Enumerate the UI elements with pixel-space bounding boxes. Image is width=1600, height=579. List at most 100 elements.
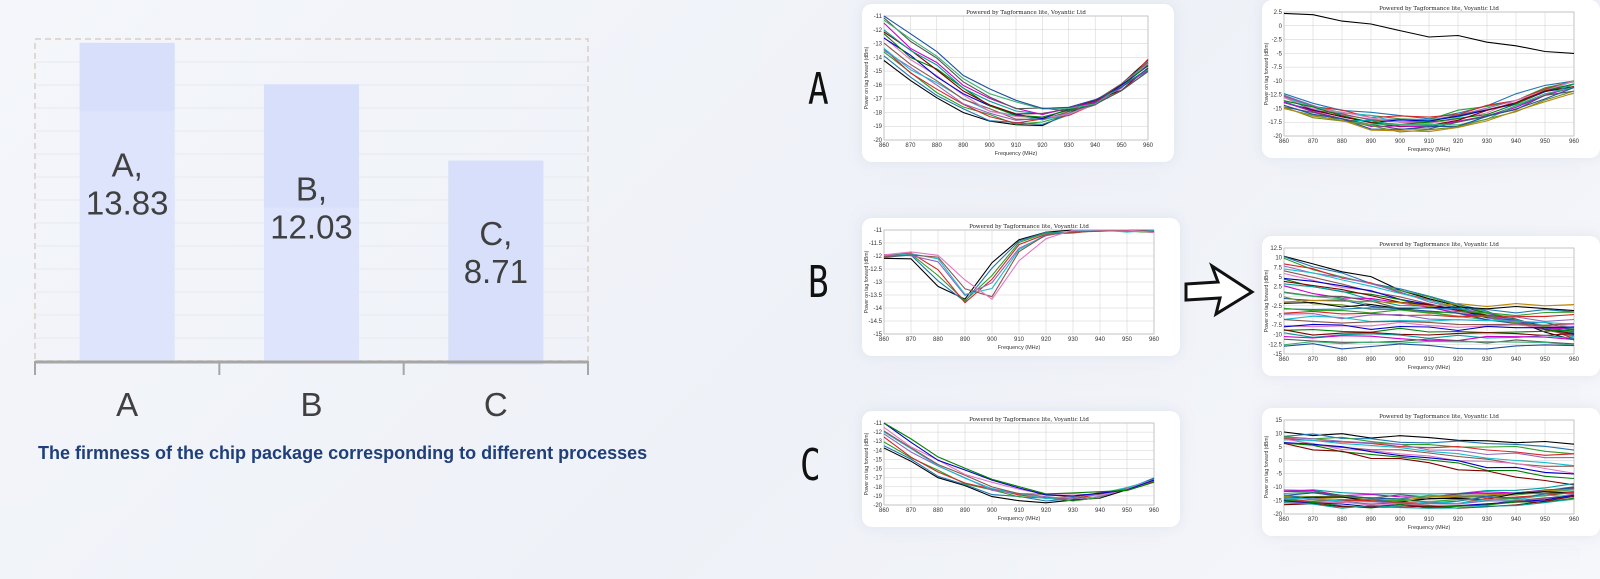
x-tick-label: 860 — [879, 143, 890, 149]
y-tick-label: -15 — [1273, 352, 1282, 358]
x-tick-label: 920 — [1041, 337, 1052, 343]
series-line — [1283, 436, 1575, 459]
y-tick-label: 0 — [1279, 294, 1283, 300]
y-tick-label: -2.5 — [1272, 38, 1283, 44]
x-tick-label: 940 — [1511, 517, 1522, 523]
plot-b-before: Powered by Tagformance lite, Voyantic Lt… — [862, 218, 1180, 356]
series-line — [1283, 338, 1575, 345]
x-tick-label: 870 — [1308, 517, 1319, 523]
series-line — [1283, 343, 1575, 350]
y-tick-label: -11.5 — [869, 241, 883, 247]
x-tick-label: 890 — [1366, 139, 1377, 145]
x-tick-label: 900 — [1395, 357, 1406, 363]
y-tick-label: -15 — [1273, 106, 1282, 112]
chart-caption: The firmness of the chip package corresp… — [38, 443, 648, 463]
x-tick-label: 880 — [932, 143, 943, 149]
y-tick-label: -17 — [873, 97, 882, 103]
y-axis-label: Power on tag forward (dBm) — [1264, 42, 1270, 105]
x-tick-label: 900 — [985, 143, 996, 149]
x-tick-label: 950 — [1540, 517, 1551, 523]
y-tick-label: -17 — [873, 476, 882, 482]
series-line — [1283, 436, 1575, 455]
y-tick-label: -10 — [1273, 79, 1282, 85]
plot-c-before: Powered by Tagformance lite, Voyantic Lt… — [862, 411, 1180, 527]
x-tick-label: 910 — [1424, 357, 1435, 363]
x-tick-label: 940 — [1511, 357, 1522, 363]
plot-header: Powered by Tagformance lite, Voyantic Lt… — [969, 417, 1089, 423]
y-tick-label: -12.5 — [1268, 342, 1282, 348]
x-tick-label: 880 — [933, 508, 944, 514]
y-tick-label: -13 — [873, 280, 882, 286]
x-tick-label: 880 — [1337, 517, 1348, 523]
row-label-b: B — [808, 257, 829, 308]
x-tick-label: 860 — [879, 508, 890, 514]
y-tick-label: -14 — [873, 448, 882, 454]
y-tick-label: -5 — [1277, 472, 1283, 478]
series-line — [1283, 80, 1575, 120]
x-tick-label: 890 — [960, 337, 971, 343]
x-tick-label: A — [116, 386, 138, 423]
x-tick-label: 870 — [1308, 139, 1319, 145]
x-tick-label: 930 — [1064, 143, 1075, 149]
series-line — [1283, 442, 1575, 480]
y-tick-label: -20 — [1273, 134, 1282, 140]
x-tick-label: 890 — [960, 508, 971, 514]
y-tick-label: 0 — [1279, 24, 1283, 30]
x-tick-label: 890 — [958, 143, 969, 149]
x-tick-label: 910 — [1014, 508, 1025, 514]
thumbnail-svg: Powered by Tagformance lite, Voyantic Lt… — [864, 417, 1160, 522]
series-line — [1283, 307, 1575, 314]
series-line — [883, 422, 1155, 495]
series-line — [1283, 431, 1575, 445]
series-line — [1283, 92, 1575, 133]
y-tick-label: -18 — [873, 485, 882, 491]
y-tick-label: -11 — [874, 14, 883, 20]
y-tick-label: -17.5 — [1268, 120, 1282, 126]
series-line — [1283, 90, 1575, 130]
plot-a-after: Powered by Tagformance lite, Voyantic Lt… — [1262, 0, 1600, 158]
x-tick-label: 920 — [1037, 143, 1048, 149]
x-tick-label: 880 — [933, 337, 944, 343]
x-tick-label: 870 — [906, 508, 917, 514]
x-tick-label: 920 — [1041, 508, 1052, 514]
x-tick-label: 930 — [1068, 337, 1079, 343]
y-tick-label: -12 — [873, 430, 882, 436]
y-tick-label: -12 — [873, 254, 882, 260]
series-line — [1283, 483, 1575, 495]
x-tick-label: 940 — [1511, 139, 1522, 145]
y-tick-label: 2.5 — [1274, 285, 1283, 291]
y-tick-label: -16 — [873, 83, 882, 89]
x-tick-label: B — [300, 386, 322, 423]
x-tick-label: 860 — [1279, 139, 1290, 145]
y-tick-label: -15 — [1273, 499, 1282, 505]
thumbnail-svg: Powered by Tagformance lite, Voyantic Lt… — [1264, 242, 1580, 371]
series-line — [883, 15, 1149, 109]
x-tick-label: 940 — [1090, 143, 1101, 149]
y-tick-label: -2.5 — [1272, 304, 1283, 310]
x-tick-label: 950 — [1540, 139, 1551, 145]
plot-header: Powered by Tagformance lite, Voyantic Lt… — [969, 224, 1089, 230]
x-tick-label: 940 — [1095, 337, 1106, 343]
series-line — [1283, 491, 1575, 503]
series-line — [1283, 494, 1575, 507]
plot-b-after: Powered by Tagformance lite, Voyantic Lt… — [1262, 236, 1600, 376]
series-line — [1283, 80, 1575, 125]
x-tick-label: 860 — [1279, 357, 1290, 363]
series-line — [1283, 438, 1575, 474]
y-tick-label: -14.5 — [868, 319, 882, 325]
y-tick-label: 0 — [1279, 458, 1283, 464]
reflection — [880, 366, 1160, 392]
data-label-b: B, 12.03 — [270, 171, 353, 246]
thumbnail-svg: Powered by Tagformance lite, Voyantic Lt… — [1264, 414, 1580, 531]
thumbnail-svg: Powered by Tagformance lite, Voyantic Lt… — [864, 10, 1154, 157]
plot-header: Powered by Tagformance lite, Voyantic Lt… — [1379, 242, 1499, 248]
series-line — [1283, 437, 1575, 456]
y-tick-label: 5 — [1279, 275, 1283, 281]
y-tick-label: 10 — [1275, 256, 1282, 262]
y-tick-label: 12.5 — [1270, 246, 1282, 252]
bar-highlight — [448, 160, 544, 365]
x-tick-label: 870 — [906, 337, 917, 343]
y-tick-label: -7.5 — [1272, 323, 1283, 329]
y-tick-label: -15 — [873, 457, 882, 463]
series-line — [1283, 441, 1575, 475]
